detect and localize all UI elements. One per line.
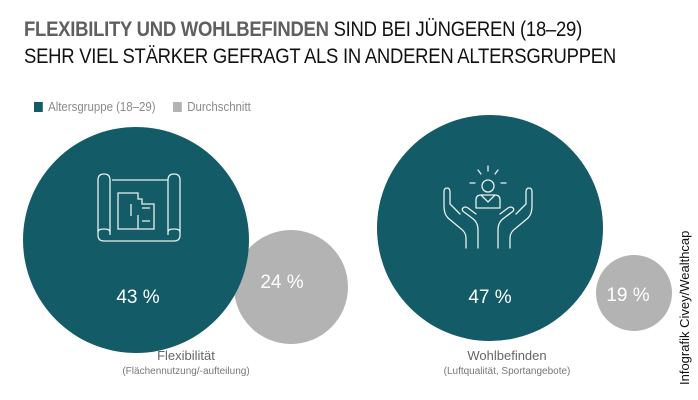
- category-label-flexibility: Flexibilität: [157, 348, 215, 363]
- category-sublabel-wellbeing: (Luftqualität, Sportangebote): [444, 366, 571, 377]
- legend: Altersgruppe (18–29) Durchschnitt: [34, 99, 251, 114]
- title-rest: SIND BEI JÜNGEREN (18–29): [328, 17, 583, 41]
- legend-label-average: Durchschnitt: [187, 99, 251, 114]
- hands-person-icon: [443, 165, 533, 249]
- title-line2: SEHR VIEL STÄRKER GEFRAGT ALS IN ANDEREN…: [24, 44, 616, 68]
- legend-swatch-group: [34, 101, 43, 112]
- value-group-flexibility: 43 %: [116, 287, 159, 308]
- bubble-average-wellbeing: [596, 255, 672, 331]
- page-title: FLEXIBILITY UND WOHLBEFINDEN SIND BEI JÜ…: [24, 16, 616, 70]
- legend-swatch-average: [173, 101, 182, 112]
- bubble-average-flexibility: [234, 230, 348, 344]
- category-label-wellbeing: Wohlbefinden: [467, 348, 546, 363]
- legend-label-group: Altersgruppe (18–29): [48, 99, 156, 114]
- bubble-group-wellbeing: [377, 115, 603, 341]
- category-sublabel-flexibility: (Flächennutzung/-aufteilung): [122, 366, 249, 377]
- value-average-flexibility: 24 %: [260, 272, 303, 293]
- title-bold: FLEXIBILITY UND WOHLBEFINDEN: [24, 17, 329, 41]
- value-group-wellbeing: 47 %: [468, 287, 511, 308]
- floorplan-icon: [97, 173, 181, 242]
- image-credit: Infografik Civey/Wealthcap: [677, 230, 692, 385]
- value-average-wellbeing: 19 %: [606, 285, 649, 306]
- bubble-group-flexibility: [23, 127, 249, 353]
